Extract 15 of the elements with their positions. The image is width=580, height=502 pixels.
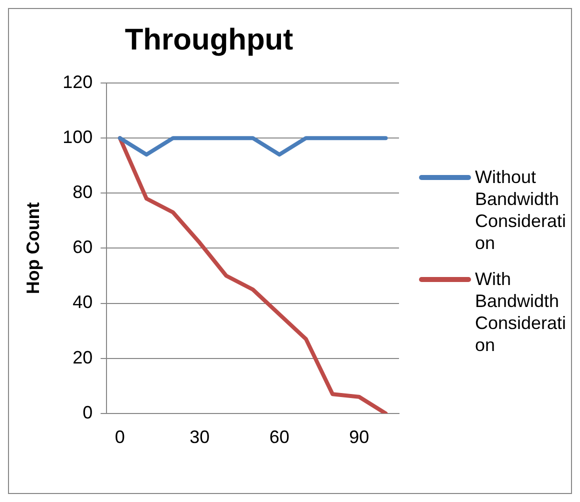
y-tick-label: 0 bbox=[82, 402, 93, 422]
y-axis-title: Hop Count bbox=[22, 202, 43, 294]
y-tick-label: 120 bbox=[62, 72, 93, 92]
x-tick-label: 30 bbox=[190, 427, 210, 448]
x-tick-label: 90 bbox=[349, 427, 370, 448]
y-tick-label: 40 bbox=[72, 292, 93, 312]
y-tick-label: 100 bbox=[62, 127, 93, 148]
chart-title: Throughput bbox=[124, 23, 294, 56]
y-tick-label: 80 bbox=[72, 182, 93, 202]
x-tick-label: 0 bbox=[114, 427, 125, 448]
legend-label: Without Bandwidth Consideration bbox=[475, 166, 567, 254]
y-tick-label: 60 bbox=[72, 237, 93, 258]
x-tick-label: 60 bbox=[269, 427, 290, 448]
y-tick-label: 20 bbox=[72, 347, 93, 368]
legend-label: With Bandwidth Consideration bbox=[475, 268, 567, 356]
